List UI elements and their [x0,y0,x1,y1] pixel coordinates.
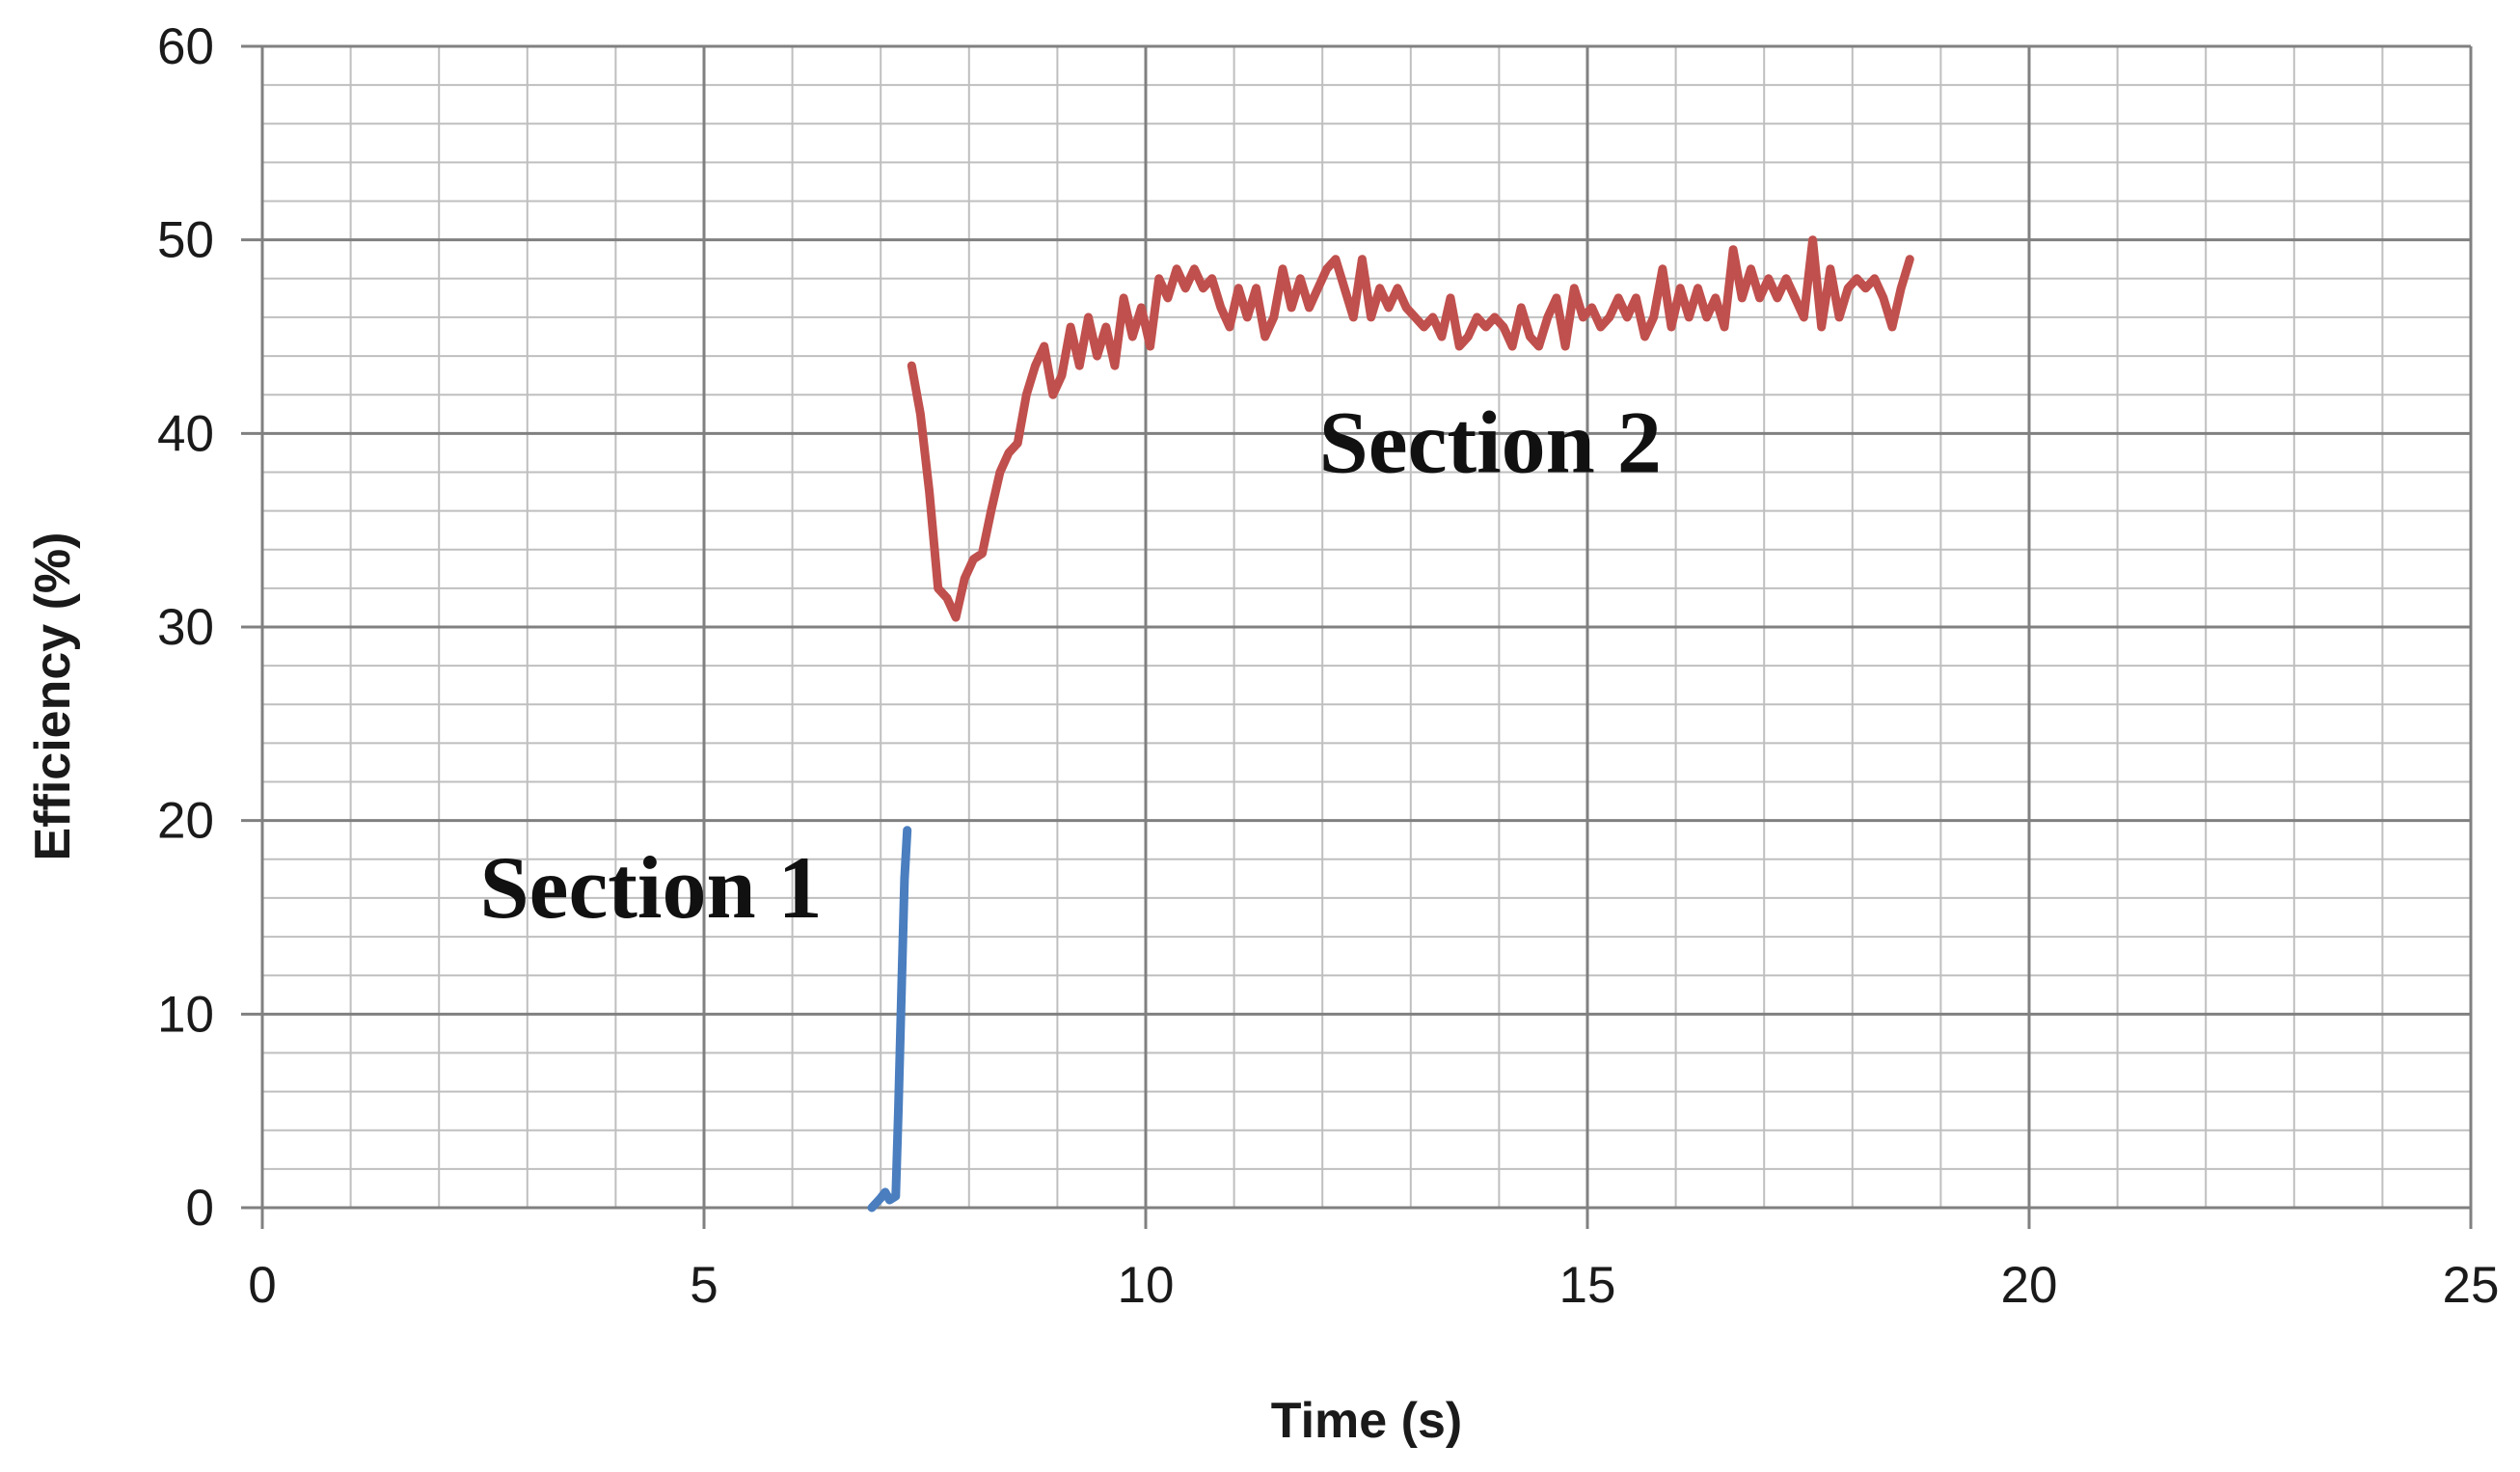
x-tick-label: 0 [248,1257,276,1314]
annotation-section-2: Section 2 [1319,393,1662,491]
series-layer [867,235,1914,1213]
y-tick-label: 20 [157,793,214,850]
y-tick-label: 40 [157,405,214,462]
x-tick-label: 25 [2443,1257,2500,1314]
y-tick-label: 30 [157,599,214,656]
x-tick-label: 20 [2001,1257,2058,1314]
axes [241,44,2473,1229]
y-tick-label: 0 [186,1180,214,1237]
x-tick-label: 10 [1118,1257,1175,1314]
section-2-line [907,235,1914,622]
y-tick-labels: 0 10 20 30 40 50 60 [157,18,214,1237]
y-tick-label: 10 [157,986,214,1043]
y-axis-title: Efficiency (%) [25,532,81,861]
annotations: Section 1 Section 2 [479,393,1661,937]
x-tick-label: 15 [1559,1257,1616,1314]
y-tick-label: 50 [157,212,214,269]
section-1-line [867,826,912,1213]
x-tick-label: 5 [690,1257,718,1314]
annotation-section-1: Section 1 [479,838,822,937]
x-tick-labels: 0 5 10 15 20 25 [248,1257,2499,1314]
x-axis-title: Time (s) [1271,1393,1462,1449]
y-tick-label: 60 [157,18,214,75]
